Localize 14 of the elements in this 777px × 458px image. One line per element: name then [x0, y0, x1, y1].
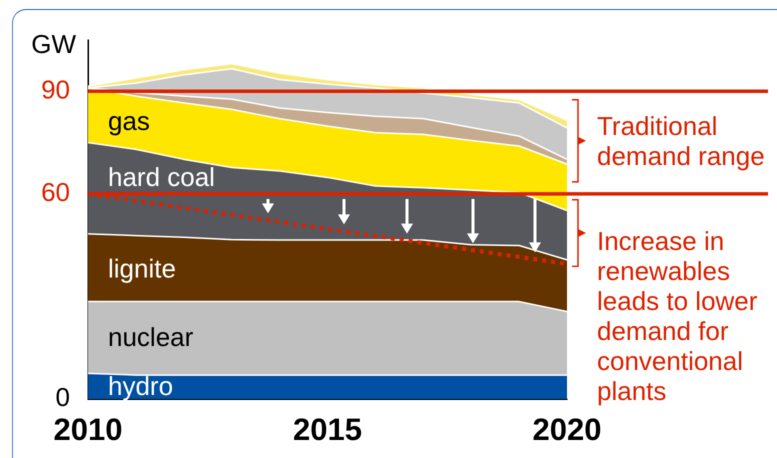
text: Traditional demand range [597, 111, 766, 172]
x-tick-label: 2010 [54, 412, 122, 448]
y-tick-label: 0 [56, 382, 70, 412]
x-tick-label: 2015 [293, 412, 362, 448]
series-label: nuclear [108, 322, 194, 352]
text: Increase in renewables leads to lower demand for conventional plants [597, 226, 758, 406]
x-tick-label: 2020 [532, 412, 602, 448]
y-tick-label: 90 [41, 74, 70, 104]
series-label: hard coal [108, 162, 215, 192]
series-label: hydro [108, 371, 174, 402]
y-tick-label: 60 [41, 177, 70, 208]
series-label: gas [108, 106, 150, 136]
series-label: lignite [108, 253, 176, 284]
y-axis-title: GW [31, 29, 76, 60]
